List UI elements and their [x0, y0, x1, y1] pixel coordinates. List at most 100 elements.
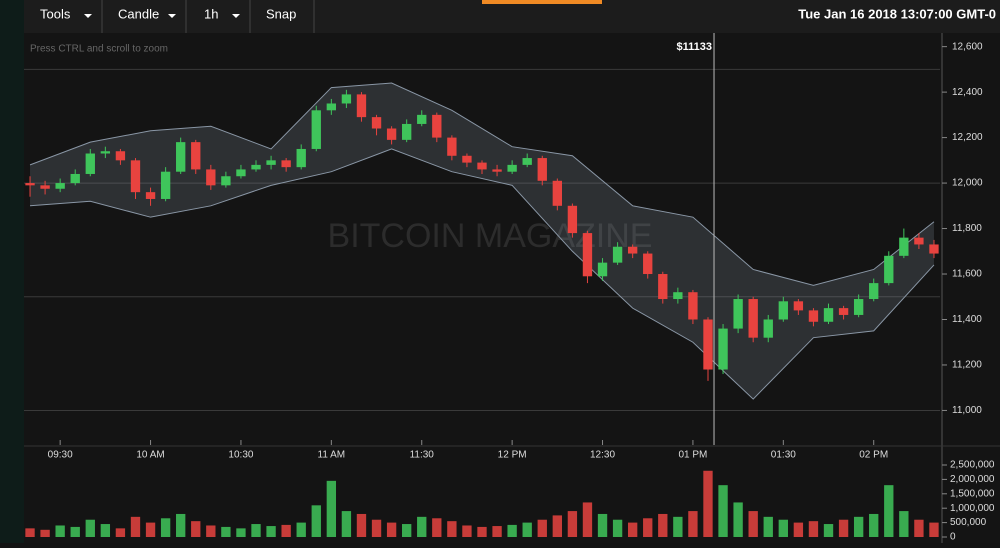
volume-bar [597, 513, 608, 537]
dropdown-arrow [168, 14, 176, 18]
toolbar-button[interactable]: Tools [40, 6, 71, 21]
zoom-hint: Press CTRL and scroll to zoom [30, 44, 168, 55]
y-tick-label: 11,400 [952, 314, 982, 325]
v-tick-label: 1,000,000 [950, 503, 995, 514]
candle-body [658, 274, 668, 300]
candle-body [778, 301, 788, 320]
volume-bar [70, 526, 80, 537]
candle-body [371, 117, 382, 129]
volume-bar [673, 516, 683, 537]
candle-body [718, 328, 728, 370]
volume-bar [793, 522, 804, 537]
volume-bar [221, 526, 231, 537]
volume-bar [236, 528, 246, 537]
candle-body [673, 292, 683, 300]
v-tick-label: 1,500,000 [950, 488, 995, 499]
v-tick-label: 2,500,000 [950, 460, 995, 471]
volume-bar [100, 524, 111, 537]
candle-body [160, 171, 171, 199]
candle-body [537, 158, 547, 181]
volume-bar [386, 522, 397, 537]
candle-body [402, 123, 412, 140]
toolbar-button[interactable]: 1h [204, 6, 218, 21]
v-tick-label: 500,000 [950, 517, 987, 528]
volume-bar [718, 485, 728, 537]
volume-bar [763, 516, 773, 537]
candle-body [793, 301, 804, 311]
volume-bar [688, 511, 698, 537]
volume-bar [251, 524, 261, 537]
dropdown-arrow [232, 14, 240, 18]
candle-body [55, 183, 65, 189]
volume-bar [552, 515, 562, 537]
toolbar-button[interactable]: Snap [266, 6, 296, 21]
candle-body [522, 158, 532, 165]
volume-bar [658, 513, 668, 537]
volume-bar [176, 513, 186, 537]
candle-body [763, 319, 773, 338]
x-tick-label: 02 PM [859, 450, 888, 461]
candle-body [492, 169, 502, 172]
candle-body [612, 246, 623, 263]
volume-bar [838, 519, 849, 537]
x-tick-label: 10:30 [228, 450, 253, 461]
candle-body [552, 180, 562, 206]
candle-body [386, 128, 397, 140]
volume-bar [25, 528, 35, 537]
volume-bar [145, 522, 156, 537]
candle-body [899, 237, 909, 256]
volume-bar [507, 524, 517, 537]
volume-bar [778, 519, 788, 537]
volume-bar [55, 525, 65, 537]
candle-body [251, 164, 261, 170]
volume-bar [522, 522, 532, 537]
datetime: Tue Jan 16 2018 13:07:00 GMT-0 [798, 6, 996, 21]
candle-body [869, 283, 879, 300]
volume-bar [296, 522, 306, 537]
volume-bar [130, 516, 141, 537]
volume-bar [823, 524, 834, 537]
volume-bar [311, 505, 321, 537]
v-tick-label: 2,000,000 [950, 474, 995, 485]
candle-body [748, 299, 758, 338]
y-tick-label: 12,000 [952, 178, 983, 189]
candle-body [477, 162, 487, 170]
candle-body [85, 153, 95, 174]
candle-body [567, 205, 578, 234]
volume-bar [266, 526, 276, 537]
candle-body [447, 137, 457, 156]
volume-bar [492, 526, 502, 537]
volume-bar [884, 485, 894, 537]
y-tick-label: 12,400 [952, 87, 983, 98]
x-tick-label: 10 AM [136, 450, 164, 461]
candle-body [145, 192, 156, 199]
volume-bar [612, 519, 623, 537]
volume-bar [477, 526, 487, 537]
y-tick-label: 11,600 [952, 269, 982, 280]
candle-body [597, 262, 608, 277]
x-tick-label: 11:30 [410, 450, 435, 461]
candle-body [627, 246, 638, 254]
candle-body [929, 244, 939, 254]
volume-bar [643, 518, 653, 537]
candle-body [507, 164, 517, 172]
candle-body [688, 292, 698, 320]
v-tick-label: 0 [950, 532, 956, 543]
candle-body [206, 169, 216, 186]
candle-body [25, 183, 35, 186]
candle-body [823, 308, 834, 322]
volume-bar [341, 511, 352, 537]
candle-body [582, 233, 593, 277]
x-tick-label: 12:30 [590, 450, 615, 461]
volume-bar [206, 525, 216, 537]
candle-body [462, 155, 472, 163]
candle-body [40, 185, 50, 189]
candle-body [130, 160, 141, 193]
toolbar-button[interactable]: Candle [118, 6, 159, 21]
volume-bar [356, 513, 367, 537]
volume-bar [627, 522, 638, 537]
volume-bar [462, 525, 472, 537]
candle-body [838, 308, 849, 315]
